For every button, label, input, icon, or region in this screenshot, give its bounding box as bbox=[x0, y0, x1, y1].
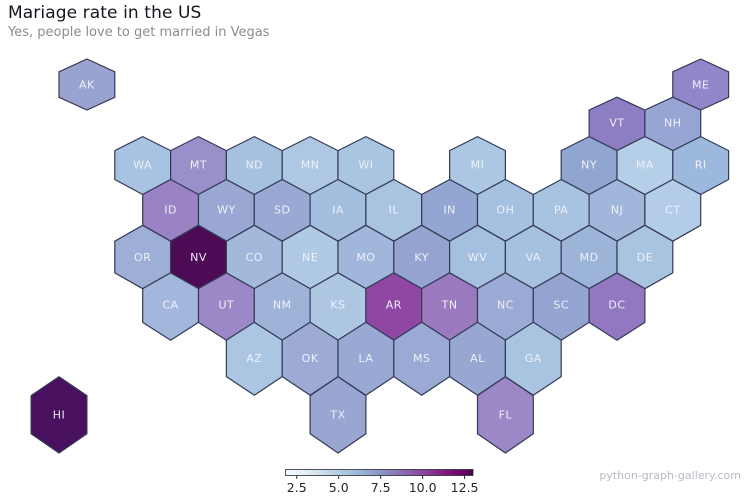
hex-label-MD: MD bbox=[580, 251, 599, 264]
hex-label-NV: NV bbox=[190, 251, 207, 264]
hex-label-TN: TN bbox=[441, 299, 458, 312]
hex-label-CO: CO bbox=[246, 251, 263, 264]
hex-label-MS: MS bbox=[413, 352, 430, 365]
colorbar-tick-label: 7.5 bbox=[371, 480, 391, 495]
hex-label-CA: CA bbox=[162, 299, 178, 312]
hex-label-ME: ME bbox=[692, 79, 709, 92]
hex-label-SC: SC bbox=[553, 299, 569, 312]
hex-AK bbox=[58, 58, 116, 111]
hex-label-RI: RI bbox=[695, 159, 707, 172]
hex-label-HI: HI bbox=[53, 409, 66, 422]
hex-label-AL: AL bbox=[470, 352, 485, 365]
hex-label-TX: TX bbox=[329, 409, 345, 422]
hex-label-OR: OR bbox=[134, 251, 151, 264]
hex-label-IN: IN bbox=[443, 204, 455, 217]
hex-label-IA: IA bbox=[332, 204, 344, 217]
hex-label-LA: LA bbox=[358, 352, 373, 365]
hex-label-SD: SD bbox=[274, 204, 290, 217]
hex-label-OH: OH bbox=[496, 204, 514, 217]
hex-label-WV: WV bbox=[468, 251, 487, 264]
watermark-text: python-graph-gallery.com bbox=[599, 469, 741, 482]
hex-label-MT: MT bbox=[190, 159, 207, 172]
hex-label-MA: MA bbox=[636, 159, 654, 172]
hex-label-AR: AR bbox=[386, 299, 402, 312]
hex-label-ID: ID bbox=[164, 204, 177, 217]
hex-label-VA: VA bbox=[526, 251, 541, 264]
hex-label-NE: NE bbox=[302, 251, 318, 264]
colorbar-tick-label: 12.5 bbox=[451, 480, 479, 495]
hex-label-VT: VT bbox=[609, 117, 624, 130]
colorbar-tick-label: 10.0 bbox=[409, 480, 437, 495]
hex-label-NJ: NJ bbox=[611, 204, 623, 217]
hex-label-GA: GA bbox=[525, 352, 542, 365]
hex-label-WI: WI bbox=[358, 159, 373, 172]
hex-label-WA: WA bbox=[133, 159, 152, 172]
hex-label-KS: KS bbox=[330, 299, 345, 312]
colorbar-tick-label: 5.0 bbox=[329, 480, 349, 495]
hex-label-DE: DE bbox=[637, 251, 653, 264]
hex-label-OK: OK bbox=[302, 352, 319, 365]
hex-TX bbox=[309, 376, 367, 454]
hex-label-UT: UT bbox=[219, 299, 235, 312]
hex-FL bbox=[476, 376, 534, 454]
hex-label-ND: ND bbox=[245, 159, 263, 172]
hex-label-NH: NH bbox=[664, 117, 682, 130]
hex-label-MO: MO bbox=[356, 251, 375, 264]
hex-label-IL: IL bbox=[389, 204, 400, 217]
hex-label-FL: FL bbox=[499, 409, 513, 422]
colorbar-tick-label: 2.5 bbox=[287, 480, 307, 495]
hex-label-MN: MN bbox=[301, 159, 320, 172]
hex-label-WY: WY bbox=[217, 204, 236, 217]
hex-label-NC: NC bbox=[497, 299, 514, 312]
hex-label-AZ: AZ bbox=[246, 352, 262, 365]
hex-label-AK: AK bbox=[79, 79, 95, 92]
hex-label-MI: MI bbox=[471, 159, 485, 172]
hex-label-DC: DC bbox=[608, 299, 625, 312]
hex-label-NY: NY bbox=[581, 159, 597, 172]
chart-subtitle: Yes, people love to get married in Vegas bbox=[8, 25, 270, 40]
hex-label-NM: NM bbox=[273, 299, 292, 312]
hex-label-KY: KY bbox=[414, 251, 429, 264]
colorbar bbox=[285, 469, 474, 476]
hex-label-CT: CT bbox=[665, 204, 680, 217]
hex-label-PA: PA bbox=[554, 204, 568, 217]
chart-title: Mariage rate in the US bbox=[8, 3, 202, 23]
hex-DC bbox=[588, 272, 646, 341]
hex-HI bbox=[30, 376, 88, 454]
